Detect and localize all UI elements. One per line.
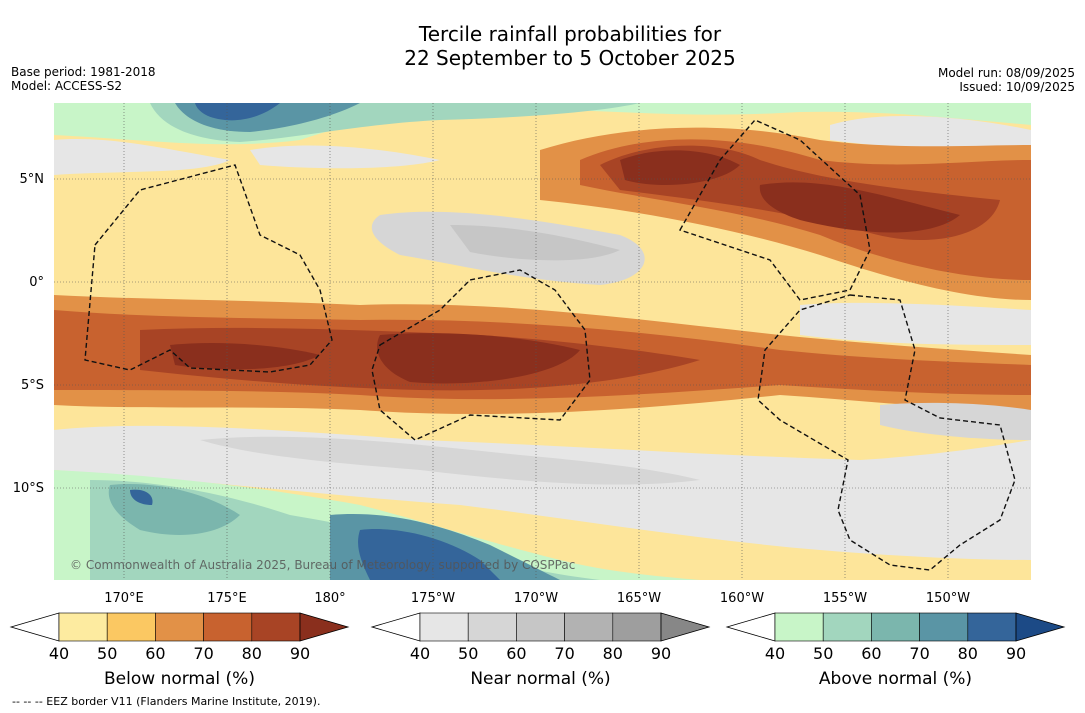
- colorbar-title: Below normal (%): [104, 669, 255, 689]
- issued-date: Issued: 10/09/2025: [959, 80, 1075, 94]
- colorbar-tick-label: 70: [193, 644, 213, 663]
- colorbar-segment: [774, 612, 824, 642]
- colorbar-tick-label: 80: [603, 644, 623, 663]
- lon-label: 160°W: [720, 591, 764, 606]
- near-normal-region: [830, 115, 1031, 150]
- colorbar-extend-high: [299, 612, 350, 642]
- colorbar-extend-high: [660, 612, 711, 642]
- near-normal-region: [800, 302, 1031, 345]
- copyright-credit: © Commonwealth of Australia 2025, Bureau…: [70, 558, 576, 572]
- lon-label: 170°W: [514, 591, 558, 606]
- colorbar-title: Near normal (%): [470, 669, 610, 689]
- colorbar-tick-label: 90: [1006, 644, 1026, 663]
- near-normal-region: [450, 225, 620, 261]
- below-normal-region: [170, 343, 320, 370]
- colorbar-tick-label: 80: [958, 644, 978, 663]
- colorbar-segment: [612, 612, 662, 642]
- below-normal-region: [759, 182, 960, 233]
- colorbar-tick-label: 70: [909, 644, 929, 663]
- colorbar-0: 40 50 60 70 80 90 Below normal (%): [9, 612, 350, 689]
- colorbar-extend-low: [725, 612, 776, 642]
- colorbar-tick-label: 50: [813, 644, 833, 663]
- lon-label: 180°: [314, 591, 345, 606]
- colorbar-tick-label: 80: [242, 644, 262, 663]
- colorbar-segment: [203, 612, 253, 642]
- lat-label: 5°N: [20, 172, 45, 187]
- near-normal-region: [54, 139, 230, 175]
- colorbar-extend-high: [1015, 612, 1066, 642]
- colorbar-segment: [871, 612, 920, 642]
- colorbar-2: 40 50 60 70 80 90 Above normal (%): [725, 612, 1066, 689]
- colorbar-tick-label: 40: [49, 644, 69, 663]
- colorbar-segment: [516, 612, 565, 642]
- colorbar-segment: [58, 612, 108, 642]
- graticule: [54, 103, 1031, 580]
- eez-border: [84, 164, 333, 373]
- title-line-2: 22 September to 5 October 2025: [404, 46, 736, 70]
- meta-right: Model run: 08/09/2025 Issued: 10/09/2025: [938, 66, 1075, 94]
- probability-field: [54, 103, 1031, 580]
- lat-label: 10°S: [13, 481, 44, 496]
- lon-label: 155°W: [823, 591, 867, 606]
- colorbar-segment: [822, 612, 872, 642]
- colorbar-tick-label: 60: [506, 644, 526, 663]
- colorbar-tick-label: 40: [410, 644, 430, 663]
- lon-label: 175°E: [207, 591, 247, 606]
- lon-label: 170°E: [104, 591, 144, 606]
- eez-border: [678, 119, 871, 301]
- model-run: Model run: 08/09/2025: [937, 66, 1075, 80]
- near-normal-region: [250, 145, 440, 169]
- colorbar-segment: [106, 612, 156, 642]
- lon-label: 150°W: [926, 591, 970, 606]
- lon-label: 165°W: [617, 591, 661, 606]
- below-normal-region: [377, 333, 580, 384]
- eez-borders: [84, 119, 1016, 571]
- colorbar-1: 40 50 60 70 80 90 Near normal (%): [370, 612, 711, 689]
- base-period: Base period: 1981-2018: [11, 65, 156, 79]
- eez-footnote: -- -- -- EEZ border V11 (Flanders Marine…: [12, 695, 321, 708]
- latitude-labels: 5°N 0° 5°S 10°S: [13, 172, 44, 496]
- near-normal-region: [200, 436, 700, 485]
- title-line-1: Tercile rainfall probabilities for: [418, 22, 722, 46]
- longitude-labels: 170°E 175°E 180° 175°W 170°W 165°W 160°W…: [104, 591, 970, 606]
- near-normal-region: [880, 402, 1031, 440]
- near-normal-region: [54, 425, 1031, 560]
- colorbar-tick-label: 50: [458, 644, 478, 663]
- meta-left: Base period: 1981-2018 Model: ACCESS-S2: [11, 65, 156, 93]
- colorbar-segment: [419, 612, 469, 642]
- colorbar-tick-label: 40: [765, 644, 785, 663]
- lat-label: 5°S: [21, 378, 44, 393]
- colorbar-segment: [967, 612, 1017, 642]
- map-title: Tercile rainfall probabilities for 22 Se…: [0, 22, 1085, 70]
- colorbar-segment: [155, 612, 204, 642]
- colorbar-segment: [251, 612, 301, 642]
- below-normal-region: [620, 150, 740, 185]
- colorbar-segment: [467, 612, 517, 642]
- above-normal-region: [358, 529, 500, 580]
- colorbar-tick-label: 90: [651, 644, 671, 663]
- model-name: Model: ACCESS-S2: [11, 79, 123, 93]
- colorbar-segment: [564, 612, 614, 642]
- colorbar-extend-low: [9, 612, 60, 642]
- colorbar-title: Above normal (%): [819, 669, 972, 689]
- eez-border: [757, 294, 1016, 571]
- colorbar-tick-label: 60: [861, 644, 881, 663]
- above-normal-region: [130, 489, 153, 505]
- colorbar-tick-label: 70: [554, 644, 574, 663]
- colorbar-segment: [919, 612, 969, 642]
- lat-label: 0°: [29, 275, 44, 290]
- colorbar-tick-label: 60: [145, 644, 165, 663]
- lon-label: 175°W: [411, 591, 455, 606]
- colorbars: 40 50 60 70 80 90 Below normal (%) 40 50 60 70 80 90…: [9, 612, 1066, 689]
- colorbar-tick-label: 90: [290, 644, 310, 663]
- colorbar-extend-low: [370, 612, 421, 642]
- above-normal-region: [195, 103, 280, 121]
- colorbar-tick-label: 50: [97, 644, 117, 663]
